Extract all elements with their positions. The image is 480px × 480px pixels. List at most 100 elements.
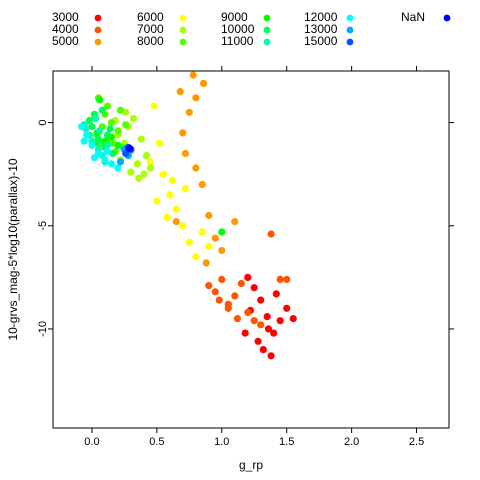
data-point-7000 [142, 152, 151, 160]
data-point-4000 [244, 308, 252, 316]
data-point-6000 [166, 191, 174, 199]
data-point-10000 [103, 131, 112, 139]
data-point-3000 [241, 329, 249, 337]
legend-label: 13000 [304, 22, 338, 36]
legend-label: 5000 [52, 34, 79, 48]
data-point-5000 [205, 211, 213, 220]
data-point-6000 [198, 228, 206, 236]
data-point-12000 [114, 164, 122, 172]
data-point-12000 [103, 147, 112, 156]
data-point-3000 [259, 346, 267, 354]
data-point-7000 [137, 135, 145, 143]
data-point-3000 [272, 290, 280, 298]
data-point-7000 [133, 160, 141, 168]
data-point-11000 [103, 141, 112, 149]
legend-marker [179, 38, 187, 46]
x-tick-label: 2.5 [409, 436, 424, 448]
data-point-10000 [85, 116, 93, 125]
data-point-NaN [126, 144, 134, 152]
data-point-3000 [270, 329, 278, 337]
data-point-4000 [218, 275, 226, 283]
data-point-12000 [101, 156, 109, 164]
data-point-5000 [192, 164, 200, 172]
data-point-5000 [198, 180, 206, 189]
data-point-12000 [78, 123, 86, 131]
data-point-7000 [127, 168, 135, 176]
legend-marker [179, 14, 187, 22]
data-point-6000 [205, 242, 213, 250]
data-point-5000 [176, 88, 184, 96]
legend-marker [94, 38, 102, 46]
x-axis: 0.0 0.5 1.0 1.5 2.0 2.5 [84, 66, 424, 448]
data-point-7000 [129, 114, 138, 123]
data-point-6000 [155, 139, 164, 147]
data-point-11000 [92, 114, 100, 123]
legend-label: 3000 [52, 10, 79, 24]
data-point-10000 [106, 125, 114, 133]
data-point-4000 [276, 275, 284, 283]
data-point-8000 [103, 102, 112, 110]
data-point-3000 [250, 284, 258, 292]
data-point-15000 [122, 149, 130, 158]
legend-marker [263, 14, 271, 22]
data-point-6000 [163, 213, 171, 222]
data-point-4000 [237, 279, 245, 288]
data-point-6000 [185, 238, 193, 246]
y-axis: 0 -5 -10 [37, 120, 454, 337]
plot-frame [52, 70, 450, 429]
data-point-6000 [146, 158, 154, 166]
data-point-12000 [88, 141, 96, 149]
data-point-3000 [264, 325, 273, 333]
data-point-5000 [185, 108, 193, 116]
legend-label: 11000 [221, 34, 254, 48]
x-tick-label: 1.0 [214, 436, 229, 448]
data-point-9000 [96, 96, 104, 104]
x-tick-label: 2.0 [344, 436, 359, 448]
legend-label: 4000 [52, 22, 79, 36]
data-point-5000 [192, 94, 200, 102]
data-point-4000 [257, 321, 265, 329]
data-point-5000 [179, 129, 187, 137]
x-tick-label: 0.5 [149, 436, 164, 448]
legend-label: 12000 [304, 10, 338, 24]
x-tick-label: 0.0 [84, 436, 99, 448]
data-point-6000 [150, 102, 158, 110]
data-point-7000 [135, 174, 143, 182]
x-axis-label: g_rp [239, 458, 263, 472]
data-point-5000 [202, 259, 210, 267]
data-point-3000 [289, 315, 297, 323]
data-point-10000 [98, 106, 106, 114]
data-point-5000 [172, 218, 180, 226]
data-point-10000 [88, 123, 96, 131]
legend-marker [179, 26, 187, 34]
data-point-12000 [107, 160, 115, 168]
data-point-6000 [192, 253, 200, 261]
data-point-4000 [224, 300, 232, 308]
data-point-3000 [263, 313, 271, 321]
data-point-12000 [90, 154, 99, 162]
data-point-6000 [168, 176, 176, 184]
data-point-13000 [116, 158, 125, 166]
data-point-4000 [211, 288, 219, 296]
legend-marker [94, 14, 102, 22]
data-point-3000 [254, 337, 262, 345]
data-point-8000 [116, 106, 125, 114]
data-point-4000 [283, 275, 291, 283]
legend-label: 10000 [221, 22, 255, 36]
legend-marker [346, 38, 354, 46]
legend-label: 6000 [137, 10, 164, 24]
legend-label: 9000 [221, 10, 248, 24]
data-point-7000 [146, 164, 154, 172]
data-point-5000 [218, 246, 226, 255]
data-point-8000 [122, 121, 130, 129]
data-point-6000 [172, 205, 180, 213]
x-tick-label: 1.5 [279, 436, 294, 448]
y-tick-label: -5 [37, 221, 49, 231]
data-point-8000 [107, 119, 115, 127]
legend-marker [263, 38, 271, 46]
data-point-3000 [283, 304, 291, 312]
data-point-4000 [233, 315, 241, 323]
data-point-5000 [181, 149, 189, 158]
